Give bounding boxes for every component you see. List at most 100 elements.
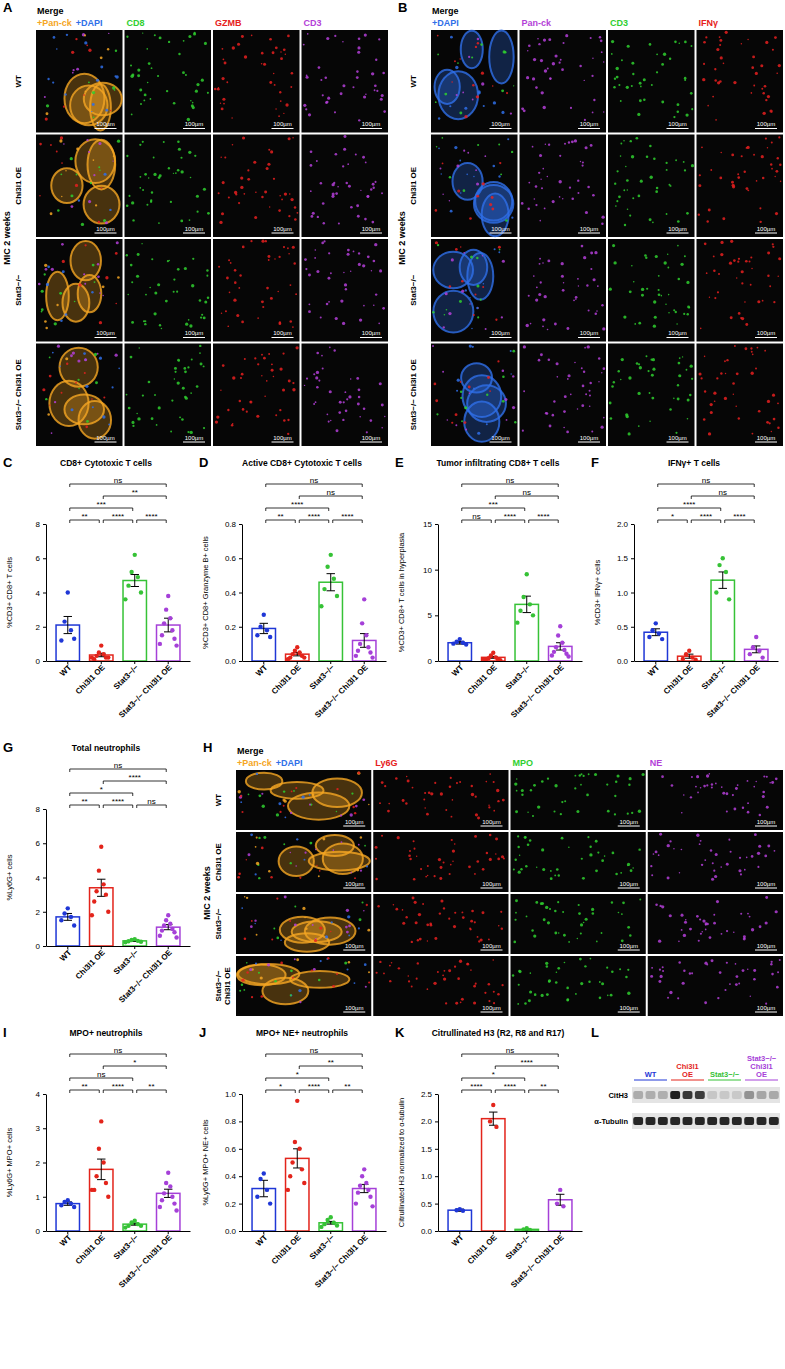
data-point: [560, 641, 564, 645]
stain-speckle: [174, 371, 176, 373]
micrograph-tile: 100µm: [431, 30, 518, 133]
stain-speckle: [44, 96, 46, 98]
data-point: [164, 918, 168, 922]
x-tick: Stat3−/− Chi3l1 OE: [313, 661, 370, 720]
stain-speckle: [593, 99, 595, 101]
y-tick-label: 3: [36, 1124, 41, 1133]
stain-speckle: [93, 174, 95, 176]
y-tick: 0.0: [617, 657, 634, 666]
stain-speckle: [484, 155, 486, 157]
stain-speckle: [492, 85, 494, 87]
stain-speckle: [356, 204, 359, 207]
stain-speckle: [78, 388, 80, 390]
scale-bar-label: 100µm: [580, 435, 598, 441]
stain-speckle: [365, 162, 367, 164]
stain-speckle: [271, 369, 274, 372]
stain-speckle: [148, 177, 150, 179]
stain-speckle: [480, 299, 482, 301]
stain-speckle: [513, 85, 514, 86]
stain-speckle: [324, 76, 327, 79]
stain-speckle: [315, 249, 317, 251]
stain-speckle: [669, 58, 671, 60]
data-point: [258, 625, 262, 629]
stain-speckle: [765, 137, 767, 139]
stain-speckle: [334, 35, 336, 37]
data-point: [160, 928, 164, 932]
stain-speckle: [535, 299, 538, 302]
stain-speckle: [677, 384, 679, 386]
stain-speckle: [539, 263, 541, 265]
panel-letter: G: [3, 740, 13, 755]
stain-speckle: [53, 36, 56, 39]
stain-speckle: [290, 284, 292, 286]
stain-speckle: [75, 382, 77, 384]
stain-speckle: [539, 154, 542, 157]
stain-speckle: [481, 72, 484, 75]
significance-label: **: [81, 797, 87, 806]
stain-speckle: [76, 148, 79, 151]
stain-speckle: [714, 400, 716, 402]
y-tick-mark: [43, 627, 46, 628]
stain-speckle: [47, 78, 49, 80]
scale-bar: [578, 442, 600, 443]
y-tick: 6: [36, 554, 46, 563]
stain-speckle: [70, 354, 73, 357]
stain-speckle: [130, 75, 133, 78]
bar: [644, 632, 667, 661]
stain-speckle: [142, 394, 144, 396]
stain-speckle: [278, 322, 281, 325]
y-tick-mark: [43, 843, 46, 844]
stain-speckle: [771, 168, 773, 170]
data-point: [123, 940, 127, 944]
y-axis: 01234: [36, 1090, 47, 1236]
tissue-gland: [462, 375, 501, 417]
significance-label: *: [671, 512, 674, 521]
stain-speckle: [188, 35, 191, 38]
data-point: [322, 587, 326, 591]
micrograph-tile: 100µm: [125, 239, 212, 342]
tile-background: [213, 239, 300, 342]
error-line: [722, 572, 723, 588]
stain-speckle: [254, 216, 257, 219]
stain-speckle: [716, 48, 719, 51]
stain-speckle: [447, 419, 449, 421]
stain-speckle: [762, 112, 765, 115]
stain-speckle: [52, 352, 54, 354]
stain-speckle: [706, 220, 708, 222]
stain-speckle: [675, 311, 677, 313]
micrograph-tile: 100µm: [608, 30, 695, 133]
stain-speckle: [566, 431, 569, 434]
data-point: [566, 654, 570, 658]
stain-speckle: [577, 192, 579, 194]
text-line: Stat3−/−: [409, 274, 418, 305]
y-tick-mark: [43, 912, 46, 913]
stain-speckle: [52, 81, 54, 83]
stain-speckle: [126, 204, 129, 207]
stain-speckle: [765, 99, 767, 101]
stain-speckle: [436, 413, 438, 415]
stain-speckle: [432, 345, 434, 347]
data-point: [133, 553, 137, 557]
stain-speckle: [570, 107, 572, 109]
stain-speckle: [280, 57, 283, 60]
stain-speckle: [483, 105, 485, 107]
stain-speckle: [83, 94, 85, 96]
stain-speckle: [691, 378, 693, 380]
stain-speckle: [219, 221, 222, 224]
channel-label: CD8: [127, 18, 145, 28]
tile-background: [608, 239, 695, 342]
data-point: [748, 652, 752, 656]
stain-speckle: [71, 408, 74, 411]
tissue-gland: [71, 241, 101, 280]
stain-speckle: [372, 183, 375, 186]
stain-speckle: [616, 200, 618, 202]
y-tick-label: 2: [36, 1159, 41, 1168]
stain-speckle: [445, 292, 448, 295]
data-point: [556, 633, 560, 637]
stain-speckle: [684, 41, 687, 44]
stain-speckle: [132, 425, 134, 427]
stain-speckle: [470, 256, 473, 259]
stain-speckle: [292, 137, 293, 138]
tile-background: [431, 344, 518, 447]
figure: AMerge+Pan-ck+DAPICD8GZMBCD3MIC 2 weeksW…: [0, 0, 785, 1369]
